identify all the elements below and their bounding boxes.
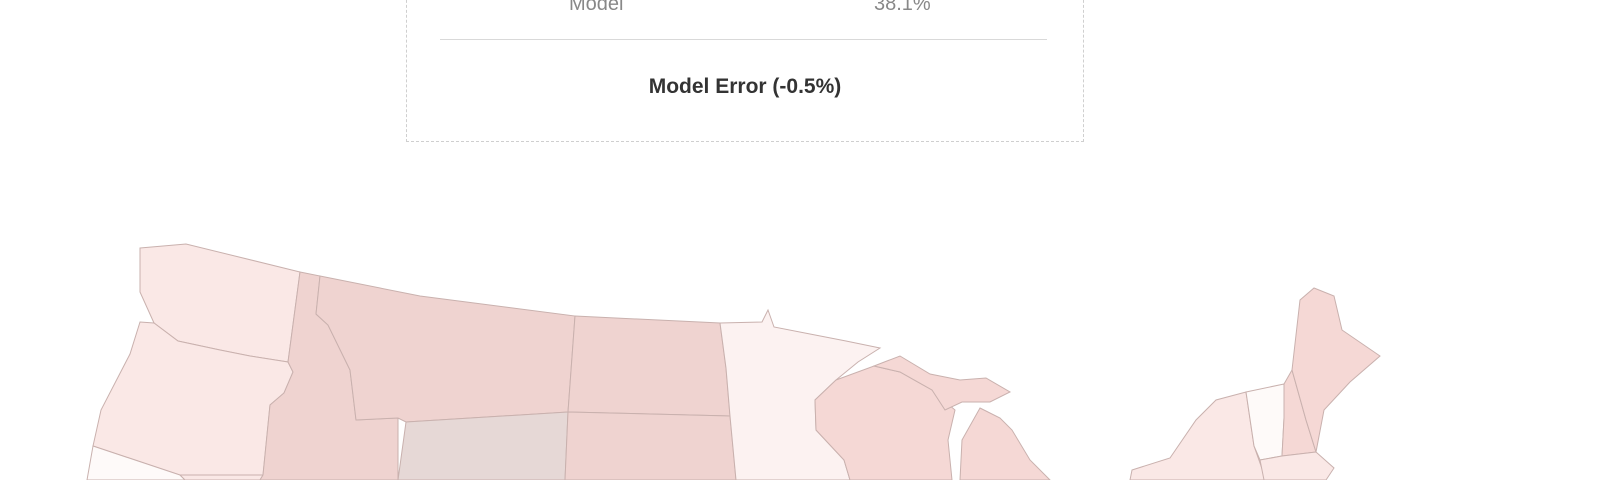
state-nevada[interactable] — [178, 474, 264, 480]
state-montana[interactable] — [315, 275, 576, 423]
model-error-label: Model Error (-0.5%) — [648, 75, 842, 98]
summary-card: Model 38.1% Model Error (-0.5%) — [406, 0, 1084, 142]
state-new-york[interactable] — [1129, 391, 1267, 480]
state-wyoming[interactable] — [397, 411, 569, 480]
state-massachusetts[interactable] — [1259, 451, 1335, 480]
model-label: Model — [569, 0, 624, 15]
card-divider — [440, 39, 1047, 40]
state-maine[interactable] — [1291, 287, 1381, 453]
state-california[interactable] — [86, 445, 186, 480]
state-michigan-lower[interactable] — [959, 407, 1051, 480]
state-michigan-upper[interactable] — [872, 355, 1012, 411]
model-value: 38.1% — [874, 0, 931, 15]
state-south-dakota[interactable] — [564, 411, 737, 480]
state-north-dakota[interactable] — [567, 315, 731, 417]
model-row: Model 38.1% — [407, 0, 1083, 17]
